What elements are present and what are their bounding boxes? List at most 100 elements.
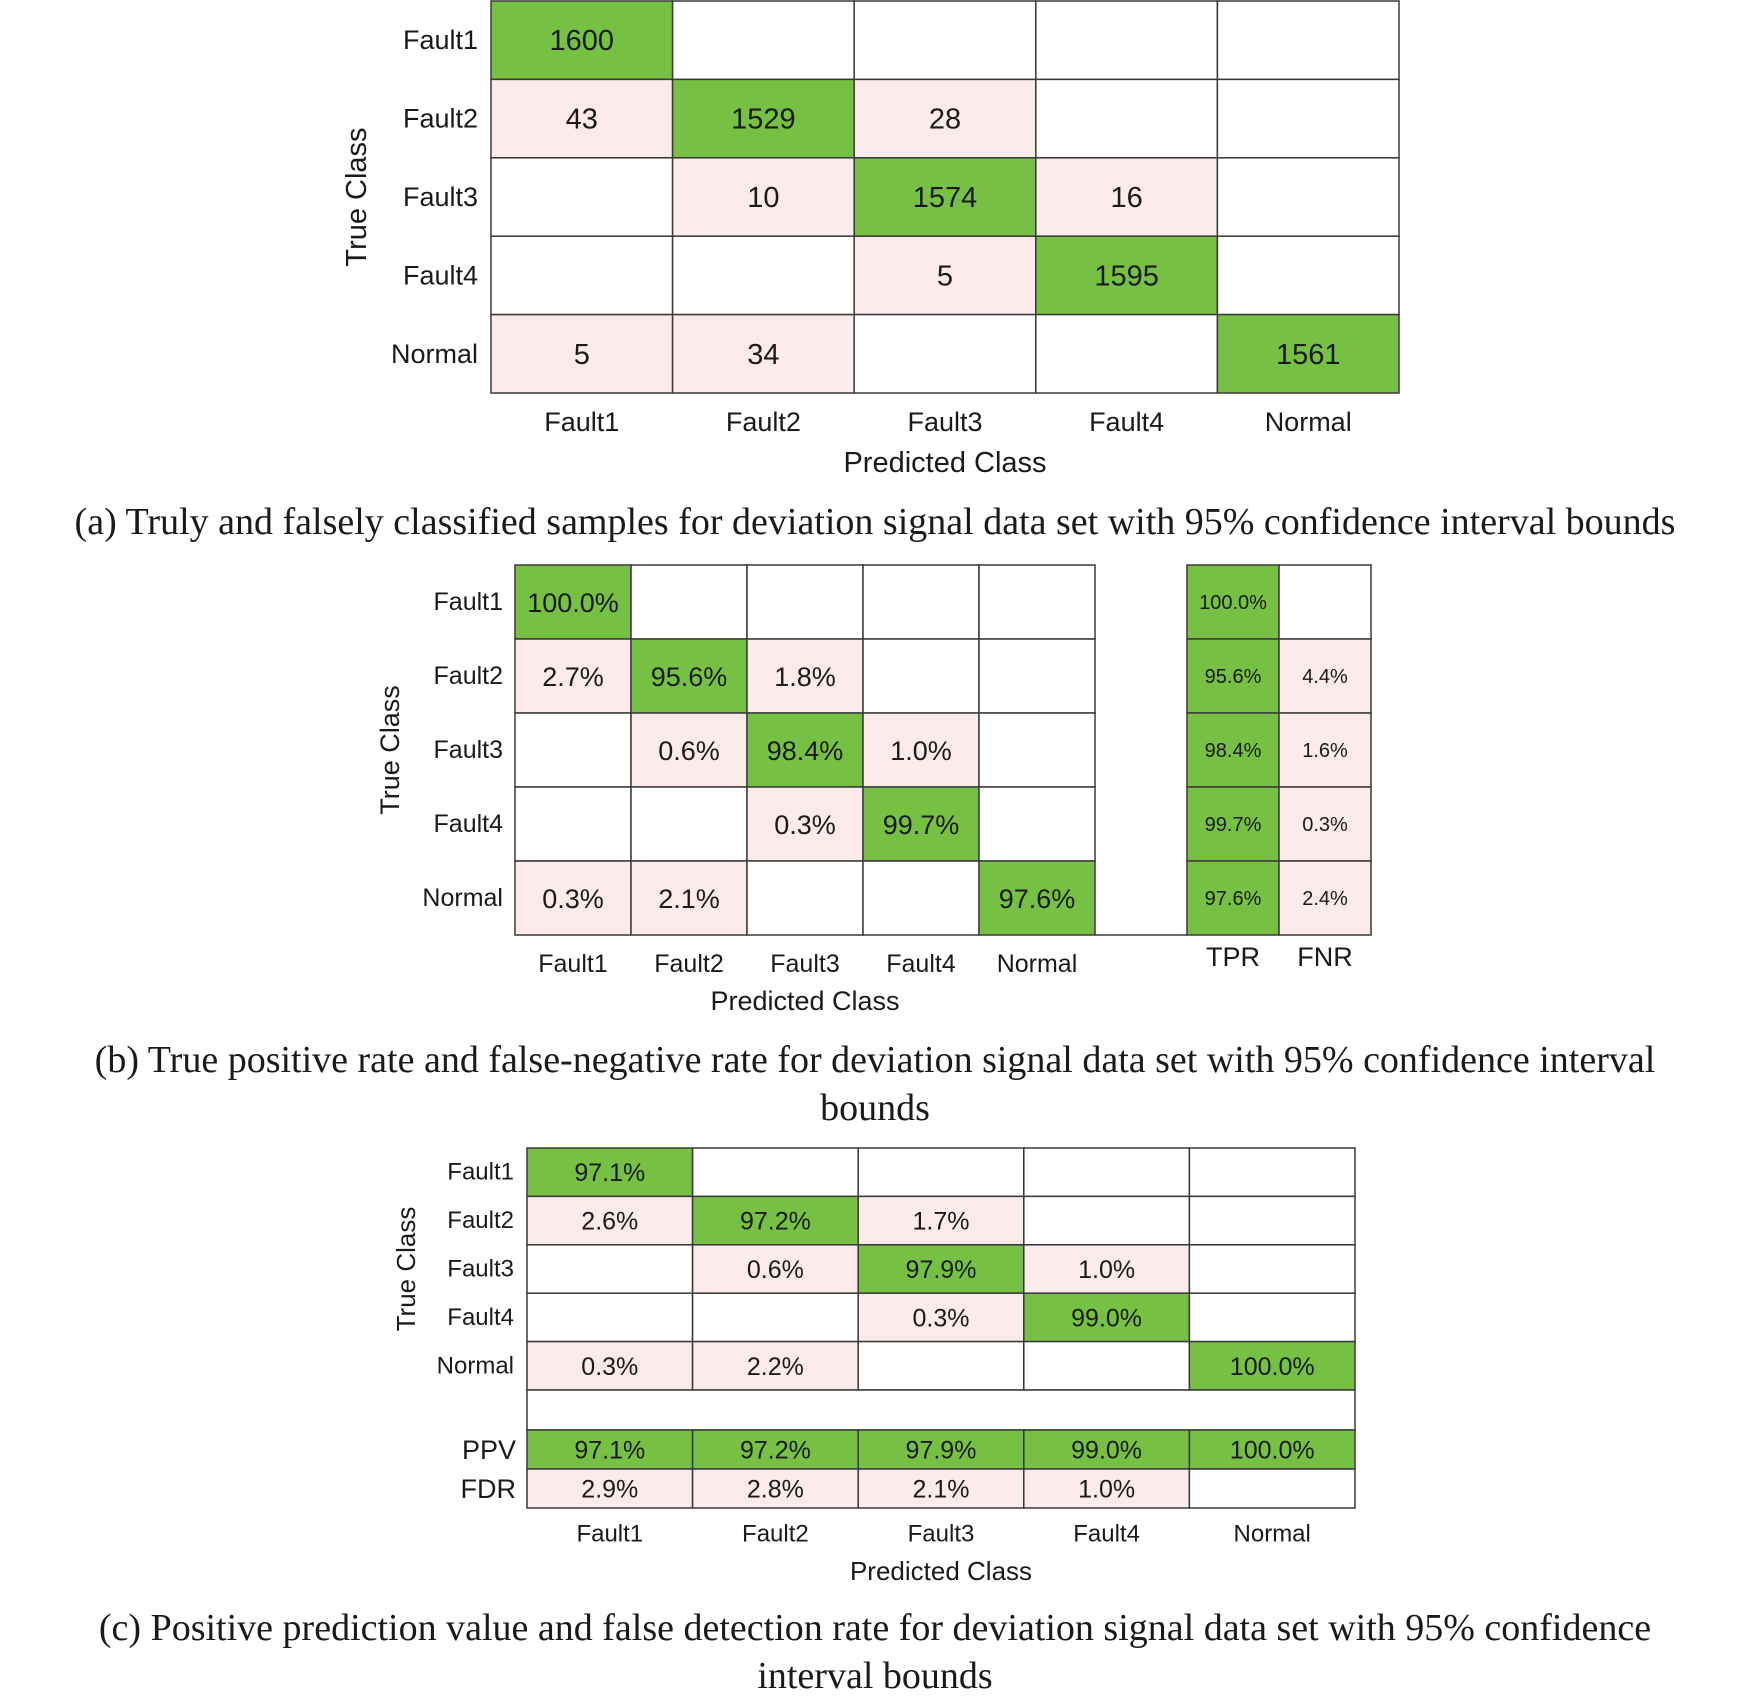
col-label-fault2: Fault2 xyxy=(654,950,723,978)
cell-r2-c2 xyxy=(691,1195,859,1246)
row-label-fault4: Fault4 xyxy=(434,810,504,838)
cell-r2-c3-value: 1.7% xyxy=(913,1208,970,1236)
row-label-fault1: Fault1 xyxy=(447,1159,514,1186)
cell-r1-c2 xyxy=(671,0,855,81)
cell-r2-c2 xyxy=(671,78,855,159)
chart-c-caption-line-2: interval bounds xyxy=(757,1655,992,1697)
cell-r3-c3 xyxy=(853,157,1037,237)
side-cell-r1-tpr xyxy=(1186,564,1280,640)
cell-r4-c1 xyxy=(526,1292,694,1343)
y-axis-label: True Class xyxy=(341,127,373,266)
cell-r4-c4-value: 99.7% xyxy=(883,810,960,840)
cell-r2-c3 xyxy=(853,78,1037,159)
chart-a-confusion-matrix: 1600 Fault1 43 1529 28 Fault2 10 1574 16 Fault3 5 1… xyxy=(341,0,1400,479)
side-cell-r4-fnr xyxy=(1278,786,1372,862)
cell-r5-c5-value: 97.6% xyxy=(999,884,1076,914)
cell-r2-c2-value: 97.2% xyxy=(740,1208,811,1236)
cell-r1-c1-value: 97.1% xyxy=(574,1159,645,1187)
row-label-fault1: Fault1 xyxy=(434,588,503,616)
cell-r2-c2-value: 95.6% xyxy=(651,662,728,692)
cell-r4-c3-value: 0.3% xyxy=(913,1304,970,1332)
cell-r1-c2 xyxy=(630,564,748,640)
cell-r3-c4 xyxy=(862,712,980,788)
cell-r3-c1 xyxy=(514,712,632,788)
cell-r4-c2 xyxy=(630,786,748,862)
col-label-normal: Normal xyxy=(1234,1521,1311,1548)
bottom-cell-ppv-c3-value: 97.9% xyxy=(906,1437,977,1465)
row-label-fault4: Fault4 xyxy=(403,260,478,290)
col-label-fault2: Fault2 xyxy=(726,407,801,437)
cell-r5-c3 xyxy=(857,1340,1025,1391)
bottom-cell-ppv-c4-value: 99.0% xyxy=(1071,1437,1142,1465)
cell-r2-c3-value: 1.8% xyxy=(774,662,836,692)
cell-r2-c1-value: 43 xyxy=(566,104,598,136)
cell-r5-c1-value: 0.3% xyxy=(581,1353,638,1381)
chart-b-caption-line-2: bounds xyxy=(820,1087,930,1129)
side-cell-r3-fnr-value: 1.6% xyxy=(1302,740,1348,762)
cell-r5-c2-value: 2.2% xyxy=(747,1353,804,1381)
side-cell-r4-fnr-value: 0.3% xyxy=(1302,814,1348,836)
chart-b-tpr-fnr-matrix: 100.0% Fault1 2.7% 95.6% 1.8% Fault2 0.6% 98.4%… xyxy=(375,564,1372,1016)
bottom-label-fdr: FDR xyxy=(461,1474,517,1504)
col-label-fault3: Fault3 xyxy=(907,407,982,437)
cell-r2-c5 xyxy=(1188,1195,1356,1246)
cell-r2-c3 xyxy=(857,1195,1025,1246)
side-cell-r1-fnr xyxy=(1278,564,1372,640)
cell-r1-c3 xyxy=(853,0,1037,81)
row-label-fault2: Fault2 xyxy=(447,1207,514,1234)
bottom-label-ppv: PPV xyxy=(462,1435,516,1465)
col-label-fault3: Fault3 xyxy=(908,1521,975,1548)
cell-r3-c2-value: 0.6% xyxy=(747,1256,804,1284)
cell-r5-c2-value: 34 xyxy=(747,339,779,371)
cell-r4-c2 xyxy=(691,1292,859,1343)
cell-r3-c3 xyxy=(746,712,864,788)
row-label-fault3: Fault3 xyxy=(434,736,503,764)
cell-r3-c1 xyxy=(526,1244,694,1294)
col-label-fault4: Fault4 xyxy=(1073,1521,1140,1548)
cell-r5-c4 xyxy=(1035,313,1219,394)
cell-r4-c3-value: 5 xyxy=(937,260,953,292)
cell-r4-c3 xyxy=(853,235,1037,316)
cell-r2-c4 xyxy=(1035,78,1219,159)
col-label-normal: Normal xyxy=(997,950,1078,978)
cell-r5-c5 xyxy=(1216,313,1400,394)
cell-r4-c2 xyxy=(671,235,855,316)
cell-r4-c5 xyxy=(978,786,1096,862)
side-cell-r1-tpr-value: 100.0% xyxy=(1199,592,1267,614)
cell-r3-c5 xyxy=(1188,1244,1356,1294)
cell-r4-c3-value: 0.3% xyxy=(774,810,836,840)
cell-r2-c1 xyxy=(490,78,674,159)
side-cell-r4-tpr-value: 99.7% xyxy=(1205,814,1262,836)
bottom-cell-fdr-c1-value: 2.9% xyxy=(581,1476,638,1504)
cell-r3-c3-value: 1574 xyxy=(913,182,978,214)
cell-r1-c5 xyxy=(1216,0,1400,81)
row-label-normal: Normal xyxy=(391,339,478,369)
cell-r3-c5 xyxy=(1216,157,1400,237)
x-axis-label: Predicted Class xyxy=(843,447,1046,479)
col-label-fault4: Fault4 xyxy=(886,950,956,978)
chart-c-caption-line-1: (c) Positive prediction value and false … xyxy=(99,1607,1651,1649)
row-label-fault3: Fault3 xyxy=(447,1256,514,1283)
col-label-fault2: Fault2 xyxy=(742,1521,809,1548)
cell-r1-c3 xyxy=(857,1147,1025,1198)
spacer-row xyxy=(526,1389,1356,1431)
cell-r1-c2 xyxy=(691,1147,859,1198)
cell-r4-c4-value: 1595 xyxy=(1094,260,1159,292)
col-label-fault4: Fault4 xyxy=(1089,407,1164,437)
side-cell-r2-fnr xyxy=(1278,638,1372,714)
col-label-fault3: Fault3 xyxy=(770,950,839,978)
chart-b-caption-line-1: (b) True positive rate and false-negativ… xyxy=(95,1039,1656,1081)
cell-r3-c4-value: 1.0% xyxy=(890,736,952,766)
cell-r2-c1 xyxy=(514,638,632,714)
cell-r1-c4 xyxy=(862,564,980,640)
cell-r4-c5 xyxy=(1188,1292,1356,1343)
cell-r5-c3 xyxy=(746,860,864,936)
cell-r2-c4 xyxy=(1023,1195,1191,1246)
cell-r1-c5 xyxy=(978,564,1096,640)
side-cell-r2-fnr-value: 4.4% xyxy=(1302,666,1348,688)
side-cell-r3-tpr-value: 98.4% xyxy=(1205,740,1262,762)
cell-r4-c5 xyxy=(1216,235,1400,316)
col-label-fault1: Fault1 xyxy=(538,950,607,978)
bottom-cell-ppv-c5 xyxy=(1188,1429,1356,1470)
